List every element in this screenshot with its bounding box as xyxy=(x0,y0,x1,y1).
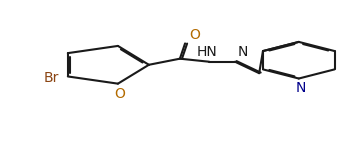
Text: O: O xyxy=(189,28,200,42)
Text: Br: Br xyxy=(44,71,59,85)
Text: N: N xyxy=(295,81,306,95)
Text: O: O xyxy=(114,87,125,101)
Text: HN: HN xyxy=(197,45,218,59)
Text: N: N xyxy=(238,45,248,59)
